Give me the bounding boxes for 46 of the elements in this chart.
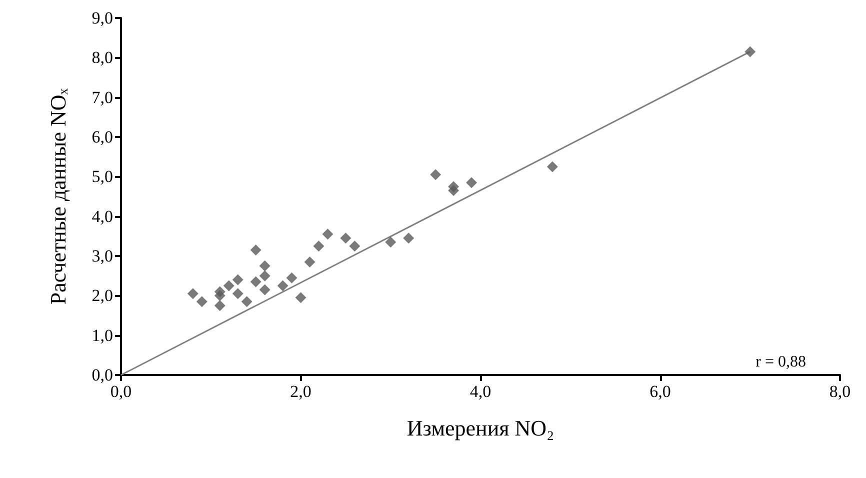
- point: [286, 272, 298, 284]
- point: [277, 280, 288, 292]
- point: [295, 292, 306, 304]
- point: [241, 296, 252, 308]
- y-tick-label: 9,0: [92, 8, 113, 28]
- y-axis-title: Расчетные данные NOₓ: [46, 88, 70, 305]
- point: [250, 244, 262, 256]
- y-tick-label: 8,0: [92, 48, 113, 68]
- x-tick-label: 4,0: [470, 382, 492, 401]
- x-tick-label: 0,0: [110, 382, 132, 401]
- point: [466, 177, 478, 188]
- y-tick-label: 1,0: [92, 326, 113, 345]
- point: [744, 46, 756, 58]
- y-tick-label: 7,0: [92, 88, 113, 107]
- point: [385, 236, 396, 248]
- x-axis-title: Измерения NO₂: [406, 416, 554, 440]
- y-tick-label: 4,0: [92, 206, 113, 226]
- y-tick-label: 5,0: [92, 167, 113, 186]
- point: [196, 296, 208, 308]
- point: [313, 240, 324, 252]
- point: [259, 260, 270, 272]
- point: [403, 232, 414, 244]
- point: [232, 274, 244, 286]
- point: [187, 288, 198, 300]
- y-tick-label: 3,0: [92, 246, 113, 266]
- point: [349, 240, 360, 252]
- point: [214, 286, 226, 298]
- point: [340, 232, 352, 244]
- point: [223, 280, 234, 292]
- y-tick-label: 0,0: [92, 366, 113, 384]
- point: [214, 300, 226, 312]
- point: [448, 185, 460, 196]
- point: [546, 161, 558, 172]
- point: [232, 288, 244, 300]
- x-tick-label: 2,0: [290, 382, 312, 401]
- annotation: r = 0,88: [756, 354, 806, 370]
- point: [304, 256, 316, 268]
- y-tick-label: 6,0: [92, 128, 113, 146]
- x-tick-label: 6,0: [650, 382, 671, 401]
- point: [322, 228, 334, 240]
- point: [259, 270, 270, 282]
- y-tick-label: 2,0: [92, 286, 113, 306]
- point: [430, 169, 442, 180]
- point: [259, 284, 270, 296]
- x-tick-label: 8,0: [829, 382, 851, 401]
- point: [250, 276, 262, 288]
